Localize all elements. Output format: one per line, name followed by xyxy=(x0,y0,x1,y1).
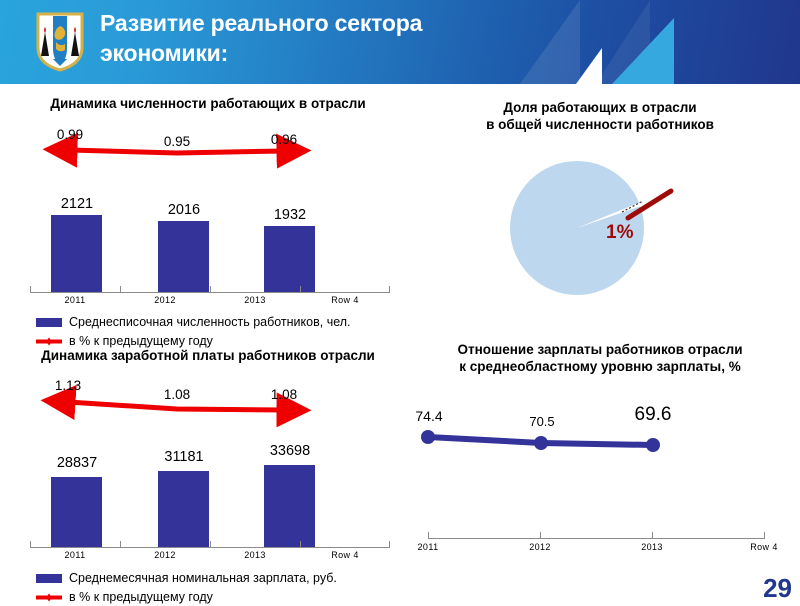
headcount-legend-label-bars: Среднесписочная численность работников, … xyxy=(69,315,351,329)
pie-callout-label: 1% xyxy=(606,222,634,243)
ratio-label-2013: 69.6 xyxy=(634,404,672,425)
headcount-bar-2013 xyxy=(264,226,315,292)
chart-headcount: Динамика численности работающих в отрасл… xyxy=(0,96,410,348)
headcount-bar-label-2012: 2016 xyxy=(167,202,201,218)
wages-cat-row4: Row 4 xyxy=(331,550,359,560)
chart-ratio-title-line-1: Отношение зарплаты работников отрасли xyxy=(457,342,743,357)
ratio-cat-row4: Row 4 xyxy=(750,542,778,552)
wages-tick-4 xyxy=(389,541,390,548)
coat-of-arms-icon xyxy=(36,12,84,72)
wages-bar-2012 xyxy=(158,471,209,547)
chart-wages-title: Динамика заработной платы работников отр… xyxy=(41,348,375,363)
wages-line-label-2011: 1.13 xyxy=(54,378,82,393)
legend-red-line-icon xyxy=(36,592,62,603)
wages-cat-2012: 2012 xyxy=(154,550,176,560)
ratio-point-2011 xyxy=(421,430,435,444)
wages-line-label-2013: 1.08 xyxy=(270,387,298,402)
ratio-axis-line xyxy=(428,538,765,539)
wages-cat-2011: 2011 xyxy=(64,550,86,560)
ratio-point-2012 xyxy=(534,436,548,450)
headcount-tick-2 xyxy=(210,286,211,293)
headcount-legend-label-line: в % к предыдущему году xyxy=(69,334,213,348)
headcount-line-label-2012: 0.95 xyxy=(163,134,191,149)
ratio-cat-2013: 2013 xyxy=(641,542,663,552)
headcount-tick-3 xyxy=(300,286,301,293)
ratio-label-2011: 74.4 xyxy=(415,408,443,424)
wages-tick-2 xyxy=(210,541,211,548)
wages-tick-0 xyxy=(30,541,31,548)
chart-ratio-title-line-2: к среднеобластному уровню зарплаты, % xyxy=(459,358,741,374)
wages-tick-3 xyxy=(300,541,301,548)
pie-slice-industry xyxy=(577,202,641,228)
page-title-line-2: экономики: xyxy=(100,40,229,67)
wages-legend-item-line: в % к предыдущему году xyxy=(36,590,213,604)
chart-ratio: Отношение зарплаты работников отрасли к … xyxy=(400,342,800,572)
headcount-trend-line xyxy=(42,132,312,169)
pie-callout-arrow xyxy=(625,188,674,221)
headcount-bar-label-2013: 1932 xyxy=(273,207,307,223)
headcount-tick-0 xyxy=(30,286,31,293)
headcount-bar-label-2011: 2121 xyxy=(60,196,94,212)
ratio-tick-0 xyxy=(428,532,429,539)
headcount-tick-1 xyxy=(120,286,121,293)
wages-bar-2013 xyxy=(264,465,315,547)
chart-share: Доля работающих в отрасли в общей числен… xyxy=(400,100,800,320)
wages-trend-line xyxy=(40,385,312,428)
page-title: Развитие реального сектора экономики: xyxy=(100,8,620,69)
wages-legend-label-bars: Среднемесячная номинальная зарплата, руб… xyxy=(69,571,337,585)
ratio-tick-1 xyxy=(540,532,541,539)
wages-line-label-2012: 1.08 xyxy=(163,387,191,402)
ratio-tick-2 xyxy=(652,532,653,539)
wages-bar-label-2012: 31181 xyxy=(164,449,204,465)
wages-legend-item-bars: Среднемесячная номинальная зарплата, руб… xyxy=(36,571,337,585)
headcount-cat-2012: 2012 xyxy=(154,295,176,305)
wages-bar-label-2011: 28837 xyxy=(56,455,98,471)
ratio-label-2012: 70.5 xyxy=(529,414,555,429)
chart-ratio-title: Отношение зарплаты работников отрасли к … xyxy=(400,342,800,376)
chart-ratio-plot: 74.4 70.5 69.6 2011 2012 2013 Row 4 xyxy=(400,386,800,572)
wages-bar-2011 xyxy=(51,477,102,547)
chart-wages: Динамика заработной платы работников отр… xyxy=(0,348,410,604)
wages-cat-2013: 2013 xyxy=(244,550,266,560)
headcount-cat-row4: Row 4 xyxy=(331,295,359,305)
ratio-cat-2011: 2011 xyxy=(417,542,439,552)
headcount-line-label-2011: 0.99 xyxy=(56,127,84,142)
page-title-line-1: Развитие реального сектора xyxy=(100,10,423,36)
wages-tick-1 xyxy=(120,541,121,548)
legend-red-line-icon xyxy=(36,336,62,347)
headcount-legend-item-bars: Среднесписочная численность работников, … xyxy=(36,315,351,329)
ratio-cat-2012: 2012 xyxy=(529,542,551,552)
ratio-tick-3 xyxy=(764,532,765,539)
wages-bar-label-2013: 33698 xyxy=(269,443,311,459)
page-number: 29 xyxy=(763,573,792,603)
headcount-bar-2011 xyxy=(51,215,102,292)
header-banner: Развитие реального сектора экономики: xyxy=(0,0,800,84)
legend-bar-swatch-icon xyxy=(36,573,62,583)
wages-legend-label-line: в % к предыдущему году xyxy=(69,590,213,604)
ratio-point-2013 xyxy=(646,438,660,452)
headcount-bar-2012 xyxy=(158,221,209,292)
share-pie-graphic xyxy=(510,161,674,295)
headcount-legend-item-line: в % к предыдущему году xyxy=(36,334,213,348)
chart-share-title-line-2: в общей численности работников xyxy=(486,116,714,132)
chart-wages-plot: 1.13 1.08 1.08 28837 31181 33698 2011 20… xyxy=(0,372,410,562)
chart-share-title: Доля работающих в отрасли в общей числен… xyxy=(400,100,800,134)
chart-headcount-title: Динамика численности работающих в отрасл… xyxy=(50,96,366,111)
headcount-line-label-2013: 0.96 xyxy=(270,132,298,147)
chart-headcount-plot: 0.99 0.95 0.96 2121 2016 1932 2011 2012 … xyxy=(0,120,410,305)
legend-bar-swatch-icon xyxy=(36,317,62,327)
chart-share-title-line-1: Доля работающих в отрасли xyxy=(503,100,697,115)
headcount-cat-2013: 2013 xyxy=(244,295,266,305)
ratio-line-graphic xyxy=(421,430,660,452)
headcount-cat-2011: 2011 xyxy=(64,295,86,305)
headcount-tick-4 xyxy=(389,286,390,293)
